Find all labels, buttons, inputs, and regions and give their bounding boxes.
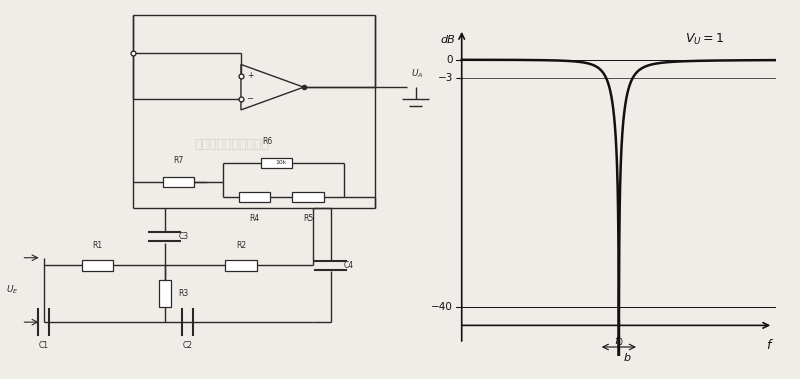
Text: $V_U=1$: $V_U=1$	[685, 32, 724, 47]
Text: R3: R3	[178, 289, 189, 298]
Text: R2: R2	[236, 241, 246, 250]
Text: dB: dB	[440, 35, 455, 45]
Text: $U_A$: $U_A$	[411, 67, 424, 80]
Text: R7: R7	[173, 156, 183, 165]
Text: $U_E$: $U_E$	[6, 284, 18, 296]
Text: −: −	[246, 94, 254, 103]
Text: −3: −3	[438, 73, 453, 83]
Text: −40: −40	[431, 302, 453, 312]
Bar	[293, 192, 324, 202]
Text: R6: R6	[262, 137, 273, 146]
Text: C4: C4	[344, 261, 354, 270]
Text: R4: R4	[250, 214, 259, 223]
Text: 10k: 10k	[275, 160, 287, 166]
Text: 0: 0	[446, 55, 453, 65]
Text: R1: R1	[93, 241, 102, 250]
Bar	[162, 177, 194, 187]
Bar	[238, 192, 270, 202]
Text: +: +	[246, 71, 253, 80]
Text: b: b	[624, 353, 631, 363]
Text: $f$: $f$	[766, 338, 774, 352]
Text: C1: C1	[39, 341, 49, 350]
Text: C3: C3	[178, 232, 188, 241]
Text: C2: C2	[182, 341, 192, 350]
Bar	[226, 260, 257, 271]
Bar	[261, 158, 293, 168]
Text: R5: R5	[303, 214, 314, 223]
Bar	[158, 280, 171, 307]
Text: 杭州将督科技有限公司: 杭州将督科技有限公司	[194, 138, 270, 150]
Bar	[82, 260, 114, 271]
Text: $f_0$: $f_0$	[614, 335, 624, 348]
